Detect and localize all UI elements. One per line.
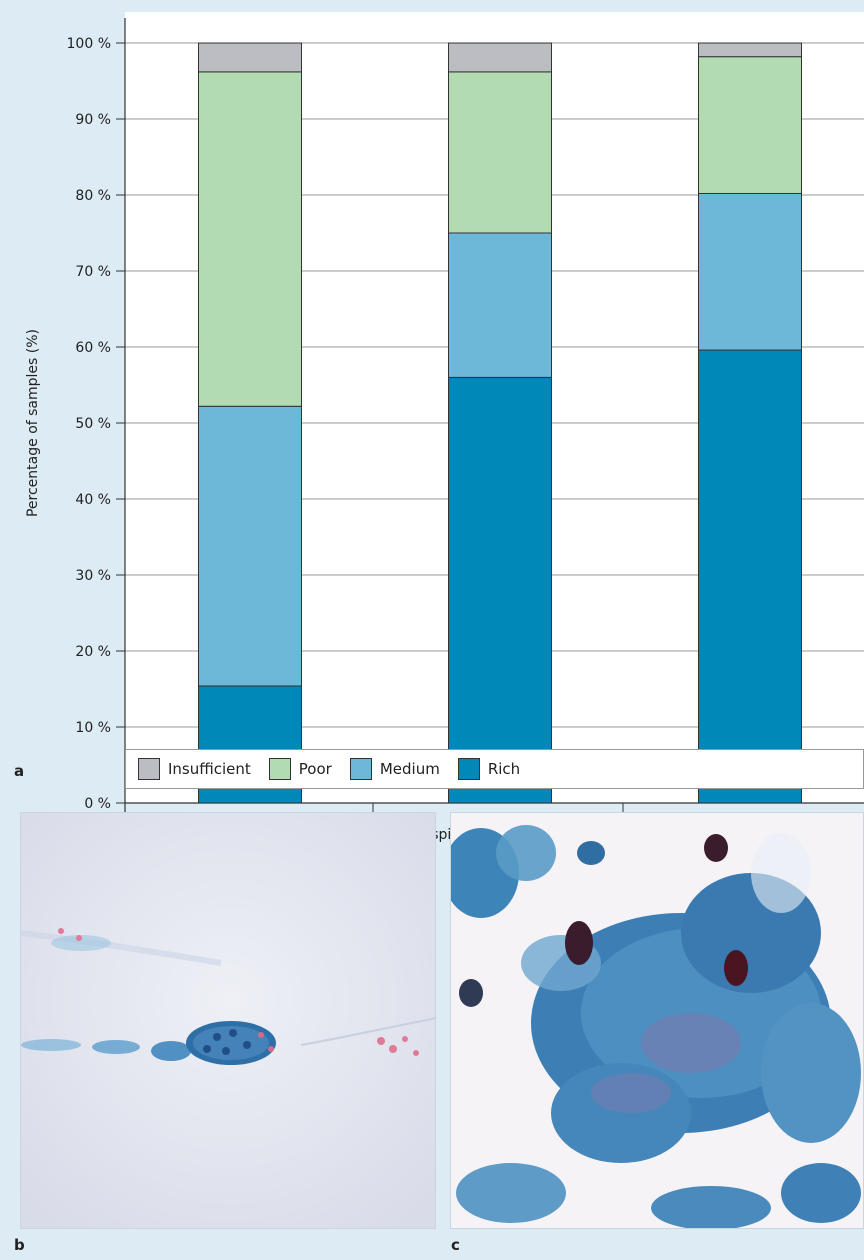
y-tick-label: 100 % bbox=[67, 36, 111, 52]
panel-label-c: c bbox=[451, 1236, 460, 1254]
chart-legend: Insufficient Poor Medium Rich bbox=[125, 749, 864, 789]
bar-poor-1 bbox=[448, 71, 552, 234]
stacked-bar-chart: 0 % 10 % 20 % 30 % 40 % 50 % 60 % 70 % 80 % 90 % 1… bbox=[25, 12, 864, 843]
cytology-micrograph-sparse-image bbox=[21, 813, 435, 1228]
bar-rich-1 bbox=[448, 376, 552, 804]
panel-label-a: a bbox=[14, 762, 25, 780]
bar-poor-2 bbox=[698, 56, 802, 194]
y-tick-label: 60 % bbox=[75, 340, 111, 356]
bar-insufficient-2 bbox=[698, 42, 802, 58]
legend-item-insufficient: Insufficient bbox=[138, 758, 251, 780]
bar-medium-1 bbox=[448, 232, 552, 378]
bar-insufficient-0 bbox=[198, 42, 302, 73]
legend-item-poor: Poor bbox=[268, 758, 332, 780]
legend-label-insufficient: Insufficient bbox=[168, 760, 251, 778]
legend-swatch-medium bbox=[349, 758, 372, 780]
legend-item-rich: Rich bbox=[457, 758, 521, 780]
y-tick-label: 90 % bbox=[75, 112, 111, 128]
bar-insufficient-1 bbox=[448, 42, 552, 73]
y-tick-label: 50 % bbox=[75, 416, 111, 432]
y-tick-label: 40 % bbox=[75, 492, 111, 508]
y-tick-label: 20 % bbox=[75, 644, 111, 660]
y-tick-label: 0 % bbox=[84, 796, 111, 812]
legend-item-medium: Medium bbox=[349, 758, 440, 780]
bar-medium-2 bbox=[698, 192, 802, 351]
legend-swatch-insufficient bbox=[138, 758, 160, 780]
y-tick-label: 70 % bbox=[75, 264, 111, 280]
bar-medium-0 bbox=[198, 405, 302, 687]
y-axis-label: Percentage of samples (%) bbox=[25, 329, 41, 517]
panel-label-b: b bbox=[14, 1236, 25, 1254]
bar-poor-0 bbox=[198, 71, 302, 407]
y-tick-label: 30 % bbox=[75, 568, 111, 584]
legend-label-medium: Medium bbox=[379, 760, 440, 778]
legend-swatch-rich bbox=[457, 758, 480, 780]
micrograph-c bbox=[450, 812, 864, 1229]
micrograph-b bbox=[20, 812, 436, 1229]
y-tick-label: 80 % bbox=[75, 188, 111, 204]
y-tick-label: 10 % bbox=[75, 720, 111, 736]
legend-label-poor: Poor bbox=[298, 760, 332, 778]
legend-swatch-poor bbox=[268, 758, 291, 780]
bar-rich-2 bbox=[698, 349, 802, 804]
legend-label-rich: Rich bbox=[487, 760, 521, 778]
chart-svg: 0 % 10 % 20 % 30 % 40 % 50 % 60 % 70 % 80 % 90 % 1… bbox=[25, 12, 864, 843]
cytology-micrograph-dense-image bbox=[451, 813, 863, 1228]
